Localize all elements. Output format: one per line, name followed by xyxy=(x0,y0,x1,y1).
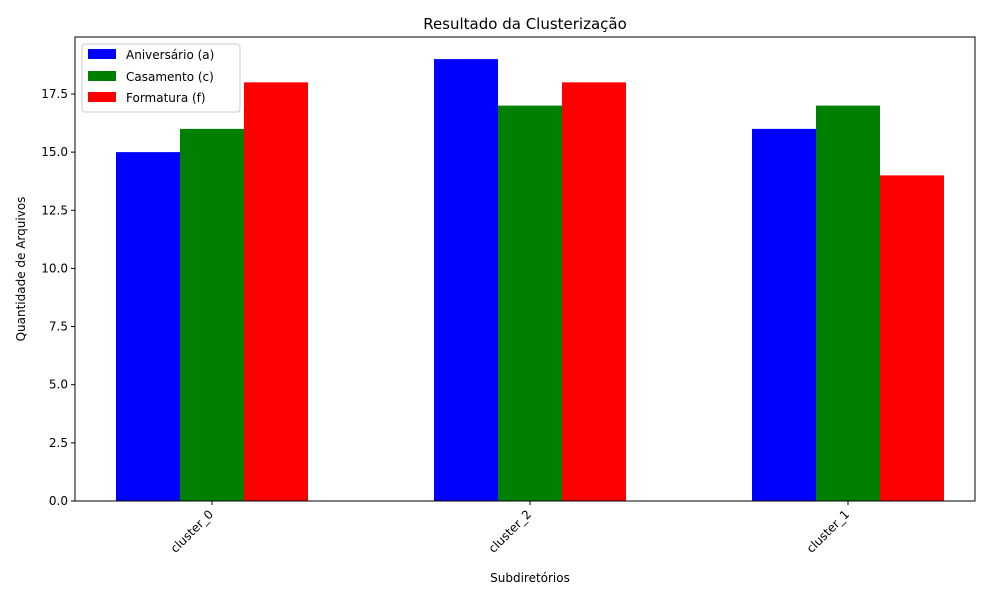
x-axis-title: Subdiretórios xyxy=(490,571,570,585)
bar-cluster_2-series-0 xyxy=(434,59,498,501)
y-tick-label: 0.0 xyxy=(49,494,68,508)
y-axis-ticks: 0.0 2.5 5.0 7.5 10.0 12.5 15.0 17.5 xyxy=(41,87,75,508)
y-tick-label: 15.0 xyxy=(41,145,68,159)
bar-cluster_1-series-0 xyxy=(752,128,816,501)
bar-cluster_2-series-2 xyxy=(562,82,626,501)
y-tick-label: 17.5 xyxy=(41,87,68,101)
bar-cluster_0-series-0 xyxy=(116,152,180,502)
chart-title: Resultado da Clusterização xyxy=(423,15,627,33)
x-tick-label-cluster_0: cluster_0 xyxy=(168,507,216,555)
y-tick-label: 2.5 xyxy=(49,436,68,450)
bars-layer xyxy=(116,59,944,502)
bar-cluster_0-series-1 xyxy=(180,128,244,501)
y-tick-label: 7.5 xyxy=(49,320,68,334)
x-tick-label-cluster_1: cluster_1 xyxy=(804,507,852,555)
y-tick-label: 5.0 xyxy=(49,378,68,392)
x-tick-label-cluster_2: cluster_2 xyxy=(486,507,534,555)
legend-swatch-formatura xyxy=(88,92,116,102)
y-tick-label: 10.0 xyxy=(41,261,68,275)
bar-cluster_1-series-2 xyxy=(880,175,944,501)
x-axis-ticks: cluster_0 cluster_2 cluster_1 xyxy=(168,501,852,556)
legend-label-aniversario: Aniversário (a) xyxy=(126,48,214,62)
legend: Aniversário (a) Casamento (c) Formatura … xyxy=(81,43,241,113)
legend-swatch-aniversario xyxy=(88,49,116,59)
legend-label-casamento: Casamento (c) xyxy=(126,70,214,84)
y-tick-label: 12.5 xyxy=(41,203,68,217)
y-axis-title: Quantidade de Arquivos xyxy=(14,197,28,342)
bar-cluster_0-series-2 xyxy=(244,82,308,501)
bar-cluster_1-series-1 xyxy=(816,105,880,502)
axes-frame xyxy=(74,36,976,502)
legend-swatch-casamento xyxy=(88,71,116,81)
legend-frame xyxy=(81,43,241,113)
legend-label-formatura: Formatura (f) xyxy=(126,91,206,105)
bar-cluster_2-series-1 xyxy=(498,105,562,502)
